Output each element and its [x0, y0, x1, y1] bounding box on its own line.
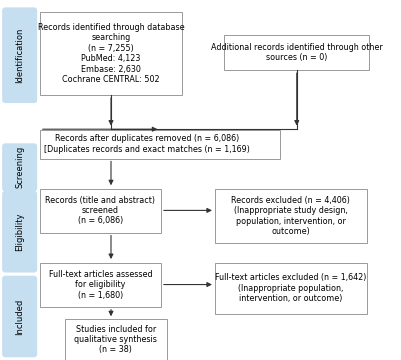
FancyBboxPatch shape: [2, 8, 37, 103]
Text: Full-text articles excluded (n = 1,642)
(Inappropriate population,
intervention,: Full-text articles excluded (n = 1,642) …: [215, 273, 367, 303]
Text: Records excluded (n = 4,406)
(Inappropriate study design,
population, interventi: Records excluded (n = 4,406) (Inappropri…: [231, 196, 350, 236]
FancyBboxPatch shape: [40, 12, 182, 95]
Text: Records after duplicates removed (n = 6,086)
[Duplicates records and exact match: Records after duplicates removed (n = 6,…: [45, 134, 250, 154]
Text: Included: Included: [15, 298, 24, 335]
FancyBboxPatch shape: [225, 35, 369, 70]
FancyBboxPatch shape: [2, 191, 37, 273]
FancyBboxPatch shape: [215, 263, 367, 314]
Text: Studies included for
qualitative synthesis
(n = 38): Studies included for qualitative synthes…: [74, 325, 157, 354]
Text: Screening: Screening: [15, 146, 24, 188]
Text: Records identified through database
searching
(n = 7,255)
PubMed: 4,123
Embase: : Records identified through database sear…: [38, 23, 184, 84]
Text: Identification: Identification: [15, 28, 24, 83]
FancyBboxPatch shape: [65, 319, 167, 360]
Text: Full-text articles assessed
for eligibility
(n = 1,680): Full-text articles assessed for eligibil…: [49, 270, 152, 300]
FancyBboxPatch shape: [2, 276, 37, 357]
Text: Additional records identified through other
sources (n = 0): Additional records identified through ot…: [211, 43, 383, 62]
FancyBboxPatch shape: [40, 189, 161, 233]
Text: Eligibility: Eligibility: [15, 212, 24, 251]
FancyBboxPatch shape: [2, 143, 37, 191]
FancyBboxPatch shape: [40, 130, 280, 158]
FancyBboxPatch shape: [40, 263, 161, 307]
Text: Records (title and abstract)
screened
(n = 6,086): Records (title and abstract) screened (n…: [45, 196, 156, 225]
FancyBboxPatch shape: [215, 189, 367, 243]
